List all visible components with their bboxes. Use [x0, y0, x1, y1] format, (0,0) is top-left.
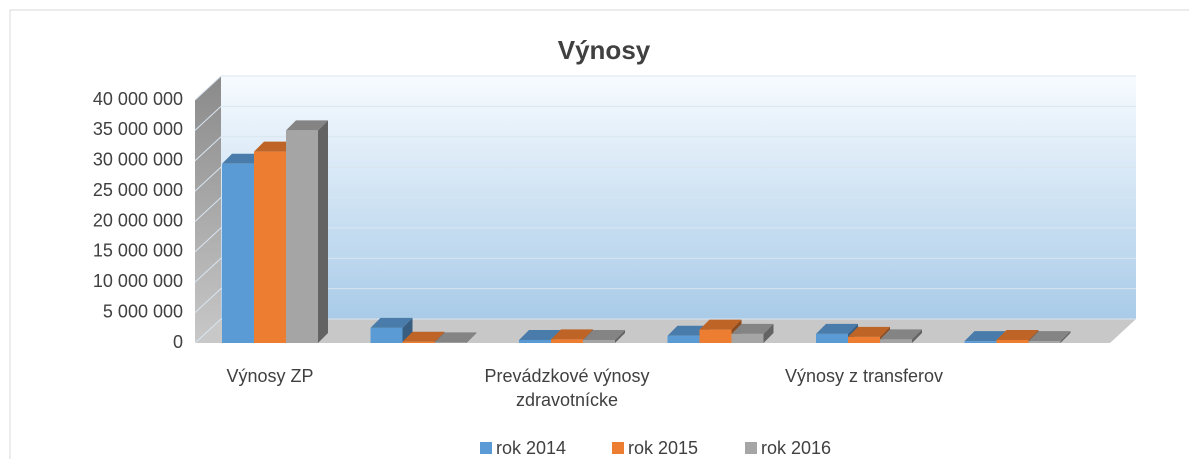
bar	[254, 151, 286, 343]
y-tick-label: 35 000 000	[93, 119, 183, 139]
bar	[551, 339, 583, 343]
bar-top	[848, 326, 890, 337]
x-tick-label: Výnosy z transferov	[784, 366, 944, 386]
chart-border	[9, 9, 1189, 459]
bar-top	[699, 319, 742, 330]
bar-top	[370, 317, 413, 328]
bar-top	[667, 325, 710, 336]
bar	[848, 336, 880, 343]
legend-label: rok 2016	[761, 438, 831, 458]
grid-line	[194, 105, 1136, 131]
bar	[583, 339, 615, 343]
legend-label: rok 2014	[496, 438, 566, 458]
y-tick-label: 10 000 000	[93, 271, 183, 291]
x-tick-label: Výnosy ZP	[226, 366, 314, 386]
x-tick-label: Prevádzkové výnosy zdravotnícke	[484, 366, 650, 410]
bar-side	[466, 332, 477, 343]
y-tick-label: 0	[173, 332, 183, 352]
bar-top	[551, 329, 593, 340]
legend-swatch	[480, 442, 492, 454]
grid-line	[194, 288, 1136, 313]
y-tick-label: 30 000 000	[93, 150, 183, 170]
bar	[816, 333, 848, 343]
grid-line	[194, 136, 1136, 162]
bar-side	[763, 323, 774, 343]
bar-top	[816, 323, 858, 334]
bar	[699, 329, 732, 343]
bar	[880, 339, 912, 343]
bar-side	[318, 120, 328, 343]
grid-line	[194, 197, 1136, 222]
bar	[731, 333, 764, 343]
bar	[434, 342, 467, 343]
bar-top	[254, 141, 296, 152]
bar-top	[434, 332, 477, 343]
bar-side	[402, 317, 413, 343]
legend-swatch	[612, 442, 624, 454]
bar-top	[583, 329, 625, 340]
bar-top	[964, 331, 1007, 342]
bar	[519, 339, 551, 343]
chart-title: Výnosy	[558, 35, 651, 65]
bar	[370, 327, 403, 343]
grid-line	[194, 75, 1136, 101]
bar	[996, 339, 1029, 343]
bar	[402, 341, 435, 343]
grid-line	[194, 257, 1136, 283]
bar-side	[615, 329, 625, 343]
y-tick-label: 20 000 000	[93, 210, 183, 230]
y-tick-label: 15 000 000	[93, 241, 183, 261]
bar-top	[996, 329, 1039, 340]
legend-swatch	[745, 442, 757, 454]
bar-side	[912, 329, 922, 343]
bar	[222, 163, 254, 343]
bar	[964, 341, 997, 343]
grid-line	[194, 227, 1136, 253]
grid-line	[194, 318, 1136, 344]
bar	[1028, 341, 1061, 343]
bar-top	[1028, 331, 1071, 342]
y-tick-label: 40 000 000	[93, 89, 183, 109]
y-tick-label: 25 000 000	[93, 180, 183, 200]
legend-label: rok 2015	[628, 438, 698, 458]
bar-top	[286, 120, 328, 131]
bar-top	[880, 329, 922, 340]
bar	[286, 130, 318, 343]
bar-top	[731, 323, 774, 334]
bar-top	[519, 329, 561, 340]
y-tick-label: 5 000 000	[103, 301, 183, 321]
bar-top	[402, 331, 445, 342]
bar-top	[222, 153, 264, 164]
bar	[667, 335, 700, 343]
grid-line	[194, 166, 1136, 192]
bar-side	[1060, 331, 1071, 343]
